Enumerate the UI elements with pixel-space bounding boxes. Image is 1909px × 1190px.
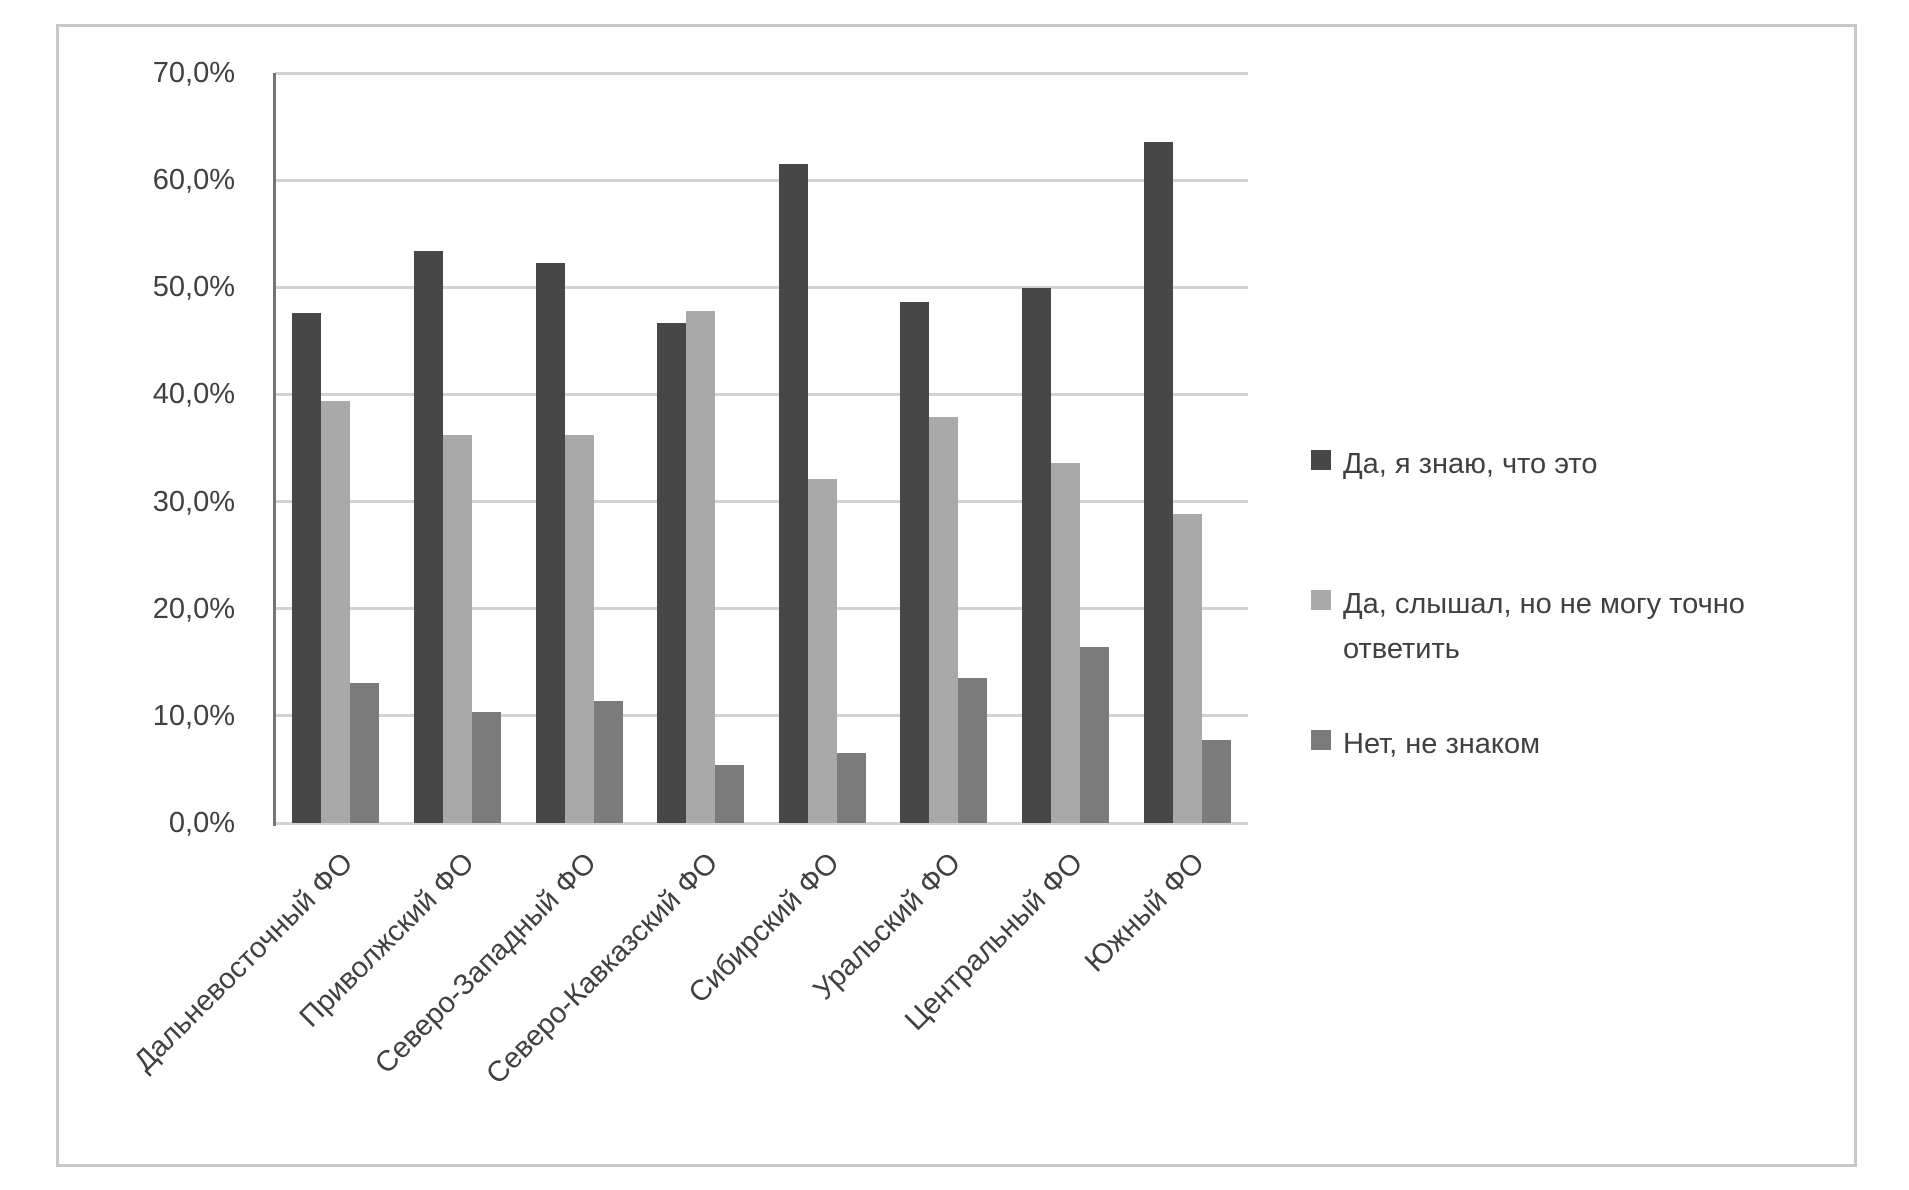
gridline bbox=[275, 607, 1248, 610]
bar bbox=[1080, 647, 1109, 823]
legend-item: Да, я знаю, что это bbox=[1311, 442, 1597, 487]
y-axis-tick-label: 20,0% bbox=[152, 593, 235, 625]
bar bbox=[414, 251, 443, 823]
y-axis-tick-label: 40,0% bbox=[152, 378, 235, 410]
gridline bbox=[275, 714, 1248, 717]
y-axis-tick-label: 0,0% bbox=[168, 807, 235, 839]
legend-item: Нет, не знаком bbox=[1311, 722, 1540, 767]
bar bbox=[536, 263, 565, 823]
bar bbox=[350, 683, 379, 823]
y-axis-line bbox=[273, 73, 276, 826]
bar bbox=[1202, 740, 1231, 823]
bar bbox=[321, 401, 350, 823]
bar bbox=[686, 311, 715, 823]
bar bbox=[958, 678, 987, 823]
bar bbox=[443, 435, 472, 823]
y-axis-tick-label: 30,0% bbox=[152, 486, 235, 518]
legend-label: Да, я знаю, что это bbox=[1343, 448, 1598, 480]
bar bbox=[1051, 463, 1080, 823]
gridline bbox=[275, 286, 1248, 289]
legend-item: Да, слышал, но не могу точно ответить bbox=[1311, 582, 1783, 672]
gridline bbox=[275, 822, 1248, 825]
bar bbox=[837, 753, 866, 823]
bar bbox=[900, 302, 929, 823]
bar bbox=[292, 313, 321, 823]
y-axis-tick-label: 60,0% bbox=[152, 164, 235, 196]
bar bbox=[929, 417, 958, 823]
bar bbox=[565, 435, 594, 823]
bar bbox=[715, 765, 744, 823]
bar bbox=[594, 701, 623, 823]
y-axis-tick-label: 50,0% bbox=[152, 271, 235, 303]
gridline bbox=[275, 393, 1248, 396]
legend-swatch-icon bbox=[1311, 590, 1331, 610]
legend-label: Нет, не знаком bbox=[1343, 728, 1541, 760]
legend-label: Да, слышал, но не могу точно ответить bbox=[1343, 588, 1745, 665]
gridline bbox=[275, 500, 1248, 503]
bar bbox=[472, 712, 501, 823]
bar bbox=[808, 479, 837, 823]
gridline bbox=[275, 179, 1248, 182]
bar bbox=[1173, 514, 1202, 823]
bar bbox=[657, 323, 686, 823]
bar bbox=[1022, 288, 1051, 823]
bar bbox=[779, 164, 808, 823]
y-axis-tick-label: 70,0% bbox=[152, 57, 235, 89]
y-axis-tick-label: 10,0% bbox=[152, 700, 235, 732]
bar bbox=[1144, 142, 1173, 823]
legend-swatch-icon bbox=[1311, 450, 1331, 470]
legend-swatch-icon bbox=[1311, 730, 1331, 750]
gridline bbox=[275, 72, 1248, 75]
